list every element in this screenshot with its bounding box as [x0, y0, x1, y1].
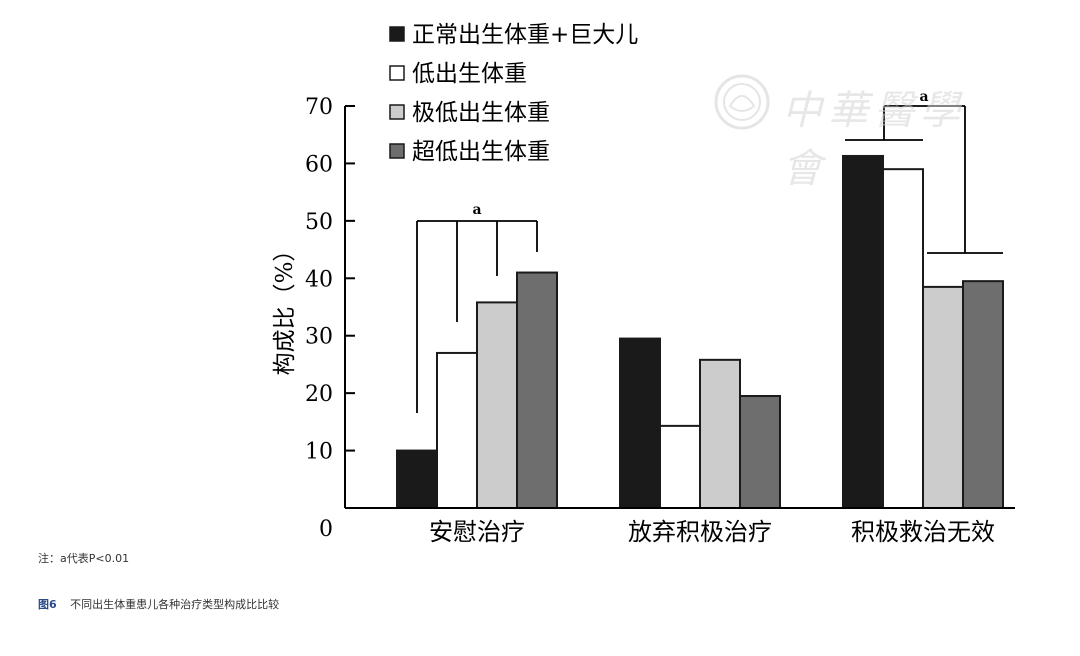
legend-label: 极低出生体重	[412, 100, 550, 126]
y-axis-label: 构成比（%）	[272, 239, 298, 376]
chart-note: 注：a代表P<0.01	[38, 552, 130, 565]
figure-number: 图6	[38, 598, 57, 611]
y-tick-label: 60	[305, 152, 333, 177]
bar	[476, 301, 518, 509]
seal-icon	[714, 74, 770, 130]
y-tick-label: 40	[305, 267, 333, 292]
bar	[882, 168, 924, 510]
y-tick-label: 70	[305, 95, 333, 120]
bar	[699, 358, 741, 509]
significance-brackets: aa	[416, 89, 1003, 413]
figure-caption: 图6 不同出生体重患儿各种治疗类型构成比比较	[38, 596, 279, 612]
legend-swatch	[389, 26, 405, 42]
bar	[619, 337, 661, 510]
bar	[659, 424, 701, 509]
y-tick-label: 20	[305, 382, 333, 407]
y-tick-label: 0	[319, 517, 333, 542]
bar	[396, 449, 438, 510]
watermark: 中華醫學會	[712, 72, 972, 192]
bar	[842, 154, 884, 509]
legend-label: 超低出生体重	[412, 139, 550, 165]
y-tick-label: 10	[305, 440, 333, 465]
caption-text: 不同出生体重患儿各种治疗类型构成比比较	[70, 598, 280, 611]
bars	[396, 154, 1004, 510]
legend-swatch	[389, 143, 405, 159]
x-tick-label: 积极救治无效	[851, 518, 995, 546]
bar	[962, 280, 1004, 509]
legend-label: 低出生体重	[412, 61, 527, 87]
x-axis: 安慰治疗 放弃积极治疗 积极救治无效	[345, 507, 1015, 546]
bar	[739, 395, 781, 509]
watermark-text: 中華醫學會	[782, 88, 966, 192]
legend-swatch	[389, 104, 405, 120]
x-tick-label: 放弃积极治疗	[628, 518, 772, 546]
y-tick-label: 30	[305, 325, 333, 350]
y-tick-label: 50	[305, 210, 333, 235]
x-tick-label: 安慰治疗	[429, 518, 525, 546]
legend-swatch	[389, 65, 405, 81]
significance-label: a	[919, 89, 928, 105]
significance-label: a	[472, 202, 481, 218]
legend-label: 正常出生体重+巨大儿	[412, 22, 638, 48]
y-axis: 0 10 20 30 40 50 60 70 构成比（%）	[272, 95, 355, 542]
bar	[516, 271, 558, 509]
bar	[922, 285, 964, 509]
bar	[436, 351, 478, 510]
